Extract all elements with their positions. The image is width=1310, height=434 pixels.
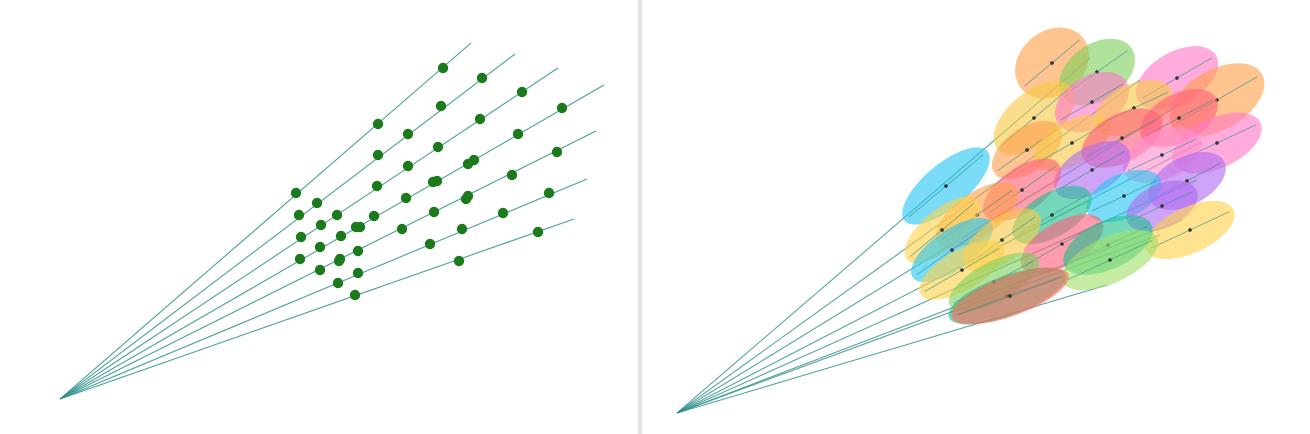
ellipse-center-dot [1032,116,1036,120]
ellipse-center-dot [944,184,948,188]
ellipse-center-dot [1122,194,1126,198]
estimate-point [437,62,449,74]
ray-line [59,84,605,400]
estimate-point [294,253,306,265]
ellipse-center-dot [1008,294,1012,298]
left-panel [0,0,638,434]
estimate-point [311,197,323,209]
estimate-point [293,209,305,221]
estimate-point [474,113,486,125]
left-panel-plot [59,42,605,400]
ellipse-center-dot [1160,204,1164,208]
ray-line [59,53,516,400]
ray-line [59,218,575,400]
estimate-point [424,238,436,250]
uncertainty-ellipse [1061,229,1159,291]
estimate-point [354,221,366,233]
right-panel-plot [676,27,1265,414]
ellipse-center-dot [1070,141,1074,145]
uncertainty-ellipse [911,217,993,283]
estimate-point [332,277,344,289]
estimate-point [396,223,408,235]
estimate-point [352,245,364,257]
panel-divider [638,0,642,434]
point-group [290,62,568,301]
estimate-point [532,226,544,238]
estimate-point [551,146,563,158]
estimate-point [314,264,326,276]
ellipse-center-dot [950,248,954,252]
ray-line [59,130,597,400]
uncertainty-ellipse [902,147,990,225]
estimate-point [295,231,307,243]
ellipse-center-dot [1020,188,1024,192]
ellipse-center-dot [960,268,964,272]
ellipse-center-dot [1090,168,1094,172]
estimate-point [460,193,472,205]
estimate-point [333,255,345,267]
uncertainty-ellipse [904,196,980,264]
estimate-point [432,141,444,153]
ellipse-center-dot [1120,136,1124,140]
ellipse-center-dot [1090,100,1094,104]
ellipse-center-dot [1188,228,1192,232]
estimate-point [435,100,447,112]
estimate-point [431,175,443,187]
estimate-point [335,230,347,242]
estimate-point [506,169,518,181]
ray-line [59,42,472,400]
estimate-point [543,187,555,199]
estimate-point [556,102,568,114]
estimate-point [372,149,384,161]
estimate-point [512,128,524,140]
uncertainty-ellipse [919,240,1005,300]
uncertainty-ellipse [951,267,1069,325]
estimate-point [331,209,343,221]
ray-line [676,284,1108,414]
ray-line [59,67,559,400]
ellipse-center-dot [1215,141,1219,145]
estimate-point [372,118,384,130]
estimate-point [400,192,412,204]
estimate-point [497,207,509,219]
estimate-point [428,206,440,218]
estimate-point [371,180,383,192]
ellipse-center-dot [1050,61,1054,65]
estimate-point [402,128,414,140]
right-panel [642,0,1310,434]
estimate-point [456,223,468,235]
estimate-point [315,219,327,231]
estimate-point [290,187,302,199]
ellipse-center-dot [1108,258,1112,262]
uncertainty-ellipse [1145,200,1235,260]
ellipse-center-dot [1060,242,1064,246]
estimate-point [314,241,326,253]
estimate-point [402,160,414,172]
ellipse-center-dot [940,228,944,232]
ellipse-center-dot [1025,148,1029,152]
estimate-point [368,210,380,222]
estimate-point [476,72,488,84]
estimate-point [349,289,361,301]
estimate-point [352,267,364,279]
estimate-point [453,255,465,267]
ellipse-center-dot [1175,76,1179,80]
estimate-point [462,158,474,170]
ellipse-center-dot [1050,213,1054,217]
ellipse-center-dot [1160,153,1164,157]
ellipse-center-dot [1000,238,1004,242]
estimate-point [516,86,528,98]
ellipse-group [902,27,1265,325]
ellipse-center-dot [1177,116,1181,120]
